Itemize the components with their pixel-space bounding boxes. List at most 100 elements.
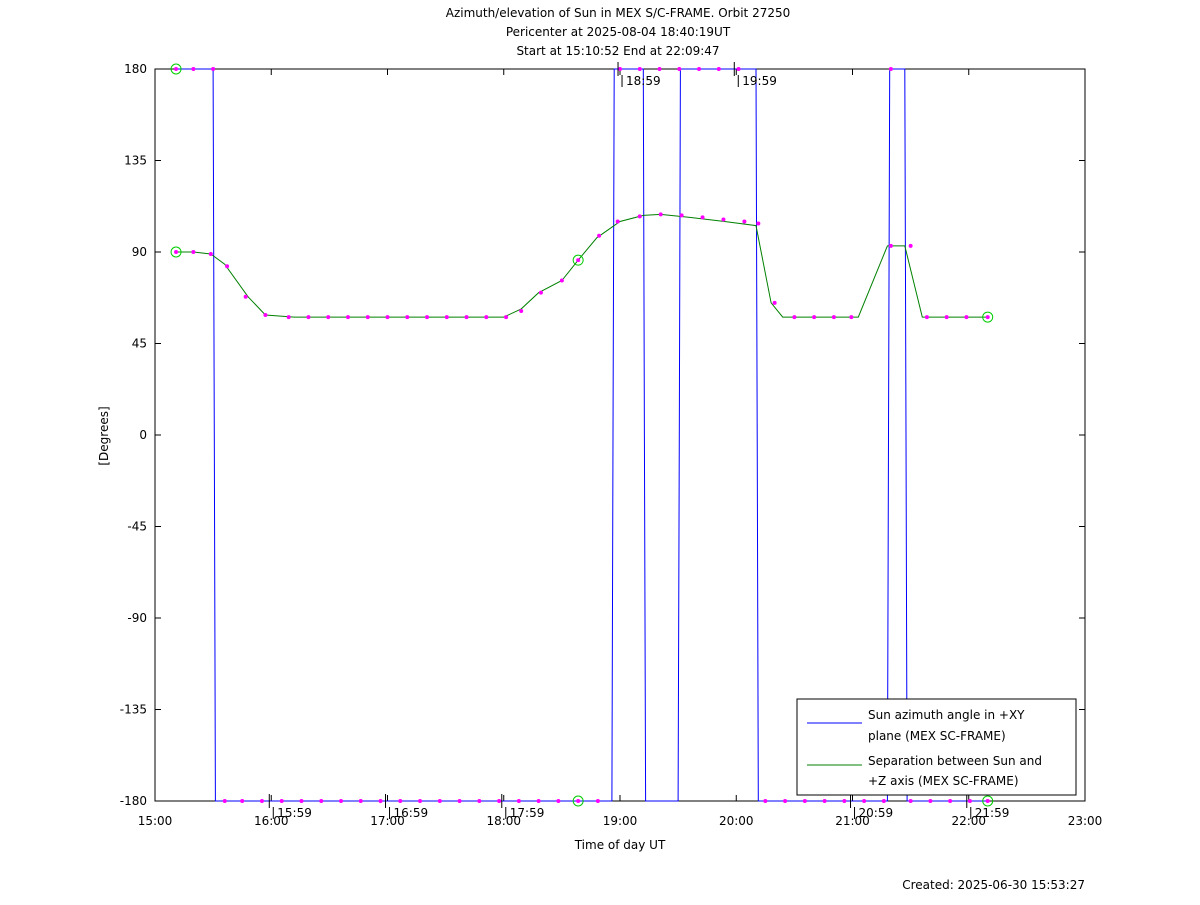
y-tick-label: 90 xyxy=(132,245,147,259)
data-point-marker xyxy=(756,221,761,226)
marker-layer xyxy=(174,67,990,803)
data-point-marker xyxy=(576,258,581,263)
data-point-marker xyxy=(721,217,726,222)
y-tick-label: 45 xyxy=(132,337,147,351)
data-point-marker xyxy=(174,250,179,254)
data-point-marker xyxy=(211,67,216,71)
data-point-marker xyxy=(677,67,682,71)
data-point-marker xyxy=(964,315,969,320)
y-axis-label: [Degrees] xyxy=(97,406,111,465)
x-axis-label: Time of day UT xyxy=(574,838,666,852)
data-point-marker xyxy=(763,799,768,803)
data-point-marker xyxy=(944,315,949,320)
data-point-marker xyxy=(240,799,245,803)
x-tick-label: 18:00 xyxy=(486,814,521,828)
legend: Sun azimuth angle in +XY plane (MEX SC-F… xyxy=(796,698,1077,796)
hour-marker-layer: 15:59 16:59 17:59 18:59 19:59 20:59 21:59 xyxy=(268,62,1010,820)
data-point-marker xyxy=(378,799,383,803)
data-point-marker xyxy=(637,214,642,219)
hour-marker-label: 17:59 xyxy=(510,806,545,820)
data-point-marker xyxy=(559,278,564,283)
x-tick-label: 20:00 xyxy=(719,814,754,828)
highlight-circle-marker xyxy=(170,246,182,258)
x-tick-label: 17:00 xyxy=(370,814,405,828)
series-line-azimuth xyxy=(176,68,988,802)
data-point-marker xyxy=(477,799,482,803)
data-point-marker xyxy=(299,799,304,803)
y-axis-tick-labels: 180 135 90 45 0 -45 -90 -135 -180 xyxy=(120,62,147,808)
data-point-marker xyxy=(385,315,390,320)
data-point-marker xyxy=(812,315,817,320)
x-tick-label: 16:00 xyxy=(254,814,289,828)
data-point-marker xyxy=(243,294,248,299)
data-point-marker xyxy=(222,799,227,803)
data-point-marker xyxy=(484,315,489,320)
y-tick-label: -180 xyxy=(120,794,147,808)
plot-area-frame xyxy=(154,68,1086,802)
hour-marker-label: 21:59 xyxy=(975,806,1010,820)
data-point-marker xyxy=(842,799,847,803)
data-point-marker xyxy=(398,799,403,803)
data-point-marker xyxy=(425,315,430,320)
highlight-circle-marker xyxy=(170,63,182,75)
data-point-marker xyxy=(504,315,509,320)
data-point-marker xyxy=(208,252,213,257)
data-point-marker xyxy=(888,67,893,71)
data-point-marker xyxy=(822,799,827,803)
series-layer xyxy=(176,68,988,802)
series-line-separation xyxy=(176,213,988,318)
legend-label-azimuth-line2: plane (MEX SC-FRAME) xyxy=(868,729,1006,743)
y-tick-label: 180 xyxy=(124,62,147,76)
legend-box xyxy=(796,698,1077,796)
data-point-marker xyxy=(536,799,541,803)
y-tick-label: -45 xyxy=(127,520,147,534)
data-point-marker xyxy=(286,315,291,320)
data-point-marker xyxy=(831,315,836,320)
x-axis-tick-labels: 15:00 16:00 17:00 18:00 19:00 20:00 21:00 22:00… xyxy=(138,814,1103,828)
circle-marker-layer xyxy=(170,63,994,807)
axis-ticks xyxy=(154,68,1086,802)
data-point-marker xyxy=(516,799,521,803)
data-point-marker xyxy=(924,315,929,320)
x-tick-label: 21:00 xyxy=(835,814,870,828)
data-point-marker xyxy=(457,799,462,803)
highlight-circle-marker xyxy=(982,795,994,807)
hour-marker-label: 19:59 xyxy=(742,74,777,88)
data-point-marker xyxy=(519,308,524,313)
data-point-marker xyxy=(339,799,343,803)
y-tick-label: -90 xyxy=(127,611,147,625)
hour-marker-label: 20:59 xyxy=(859,806,894,820)
y-tick-label: -135 xyxy=(120,703,147,717)
data-point-marker xyxy=(326,315,331,320)
data-point-marker xyxy=(783,799,788,803)
data-point-marker xyxy=(174,67,179,71)
data-point-marker xyxy=(225,264,230,269)
data-point-marker xyxy=(279,799,284,803)
data-point-marker xyxy=(697,67,702,71)
highlight-circle-marker xyxy=(982,311,994,323)
data-point-marker xyxy=(679,213,684,218)
data-point-marker xyxy=(464,315,469,320)
data-point-marker xyxy=(908,243,913,248)
data-point-marker xyxy=(358,799,363,803)
x-tick-label: 19:00 xyxy=(603,814,638,828)
data-point-marker xyxy=(948,799,953,803)
data-point-marker xyxy=(418,799,423,803)
data-point-marker xyxy=(405,315,410,320)
x-tick-label: 15:00 xyxy=(138,814,173,828)
data-point-marker xyxy=(700,215,705,220)
data-point-marker xyxy=(849,315,854,320)
chart-title: Azimuth/elevation of Sun in MEX S/C-FRAM… xyxy=(446,6,791,20)
data-point-marker xyxy=(365,315,370,320)
data-point-marker xyxy=(736,67,741,71)
data-point-marker xyxy=(908,799,913,803)
data-point-marker xyxy=(497,799,502,803)
data-point-marker xyxy=(597,233,602,238)
legend-label-azimuth-line1: Sun azimuth angle in +XY xyxy=(868,708,1025,722)
data-point-marker xyxy=(657,67,662,71)
data-point-marker xyxy=(967,799,972,803)
highlight-circle-marker xyxy=(572,254,584,266)
data-point-marker xyxy=(792,315,797,320)
